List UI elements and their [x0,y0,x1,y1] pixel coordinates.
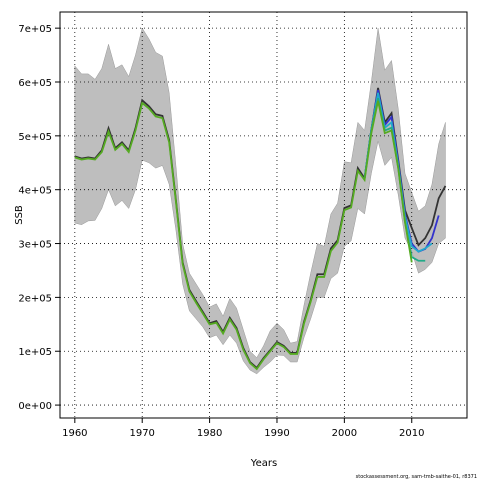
y-tick-label: 6e+05 [18,78,52,89]
plot-frame [59,11,468,419]
x-tick-label: 1960 [62,428,87,439]
x-axis-label: Years [250,458,277,469]
x-tick-label: 1970 [129,428,154,439]
x-tick-label: 1980 [197,428,222,439]
y-axis-label: SSB [14,205,25,225]
y-tick-label: 4e+05 [18,186,52,197]
y-tick-label: 0e+00 [18,401,52,412]
y-tick-label: 3e+05 [18,240,52,251]
x-tick-label: 2000 [332,428,357,439]
x-tick-label: 1990 [264,428,289,439]
footnote: stockassessment.org, sam-tmb-saithe-01, … [356,474,477,480]
confidence-band [74,27,446,375]
x-tick-label: 2010 [399,428,424,439]
y-tick-label: 7e+05 [18,24,52,35]
series-line [74,100,413,371]
y-tick-label: 1e+05 [18,347,52,358]
y-tick-label: 5e+05 [18,132,52,143]
y-tick-label: 2e+05 [18,293,52,304]
